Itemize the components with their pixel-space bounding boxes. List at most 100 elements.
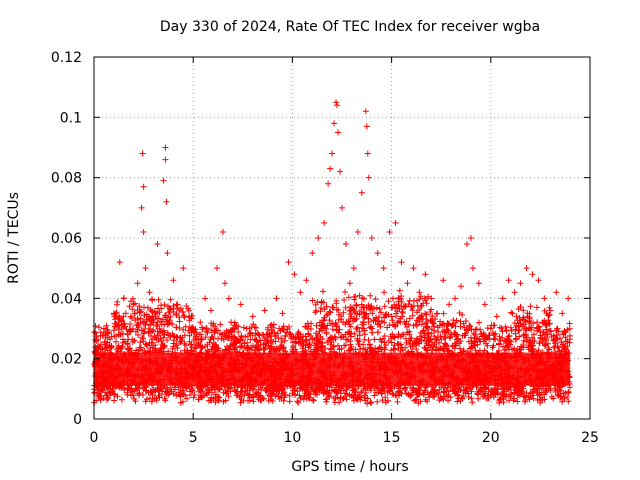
data-point: [243, 325, 250, 332]
data-point: [116, 259, 123, 266]
data-point: [339, 204, 345, 211]
data-point: [365, 174, 372, 181]
data-point: [404, 280, 411, 287]
data-point: [523, 265, 530, 272]
data-point: [315, 235, 322, 241]
data-point: [225, 295, 232, 302]
data-point: [190, 325, 197, 332]
data-point: [434, 310, 441, 317]
data-point: [440, 277, 447, 284]
data-point: [196, 331, 203, 338]
grid-lines: [94, 57, 590, 419]
data-point: [333, 99, 340, 106]
data-point: [162, 144, 169, 151]
data-point: [202, 295, 209, 302]
data-point: [124, 331, 131, 338]
data-point: [261, 307, 268, 314]
data-point: [329, 150, 336, 157]
data-point: [337, 168, 344, 175]
data-point: [130, 301, 137, 308]
x-tick-label: 5: [189, 430, 198, 446]
data-point: [410, 265, 417, 272]
data-point: [392, 219, 399, 226]
data-point: [535, 277, 542, 284]
data-point: [463, 241, 470, 248]
y-tick-label: 0.1: [60, 110, 82, 126]
x-axis-label: GPS time / hours: [291, 459, 408, 475]
data-point: [363, 123, 370, 130]
data-point: [458, 283, 465, 290]
data-point: [331, 120, 338, 127]
data-point: [517, 280, 524, 287]
data-point: [541, 295, 548, 302]
data-point: [303, 277, 310, 284]
data-point: [325, 180, 332, 187]
data-point: [398, 259, 405, 266]
data-point: [321, 219, 328, 226]
data-point: [297, 289, 304, 296]
data-point: [170, 277, 177, 284]
data-point: [160, 177, 167, 184]
data-point: [267, 322, 274, 329]
data-point: [221, 280, 228, 287]
y-tick-labels: 0 0.02 0.04 0.06 0.08 0.1 0.12: [51, 50, 82, 428]
y-axis-label: ROTI / TECUs: [6, 192, 22, 284]
scatter-cloud: [91, 287, 573, 407]
data-point: [219, 228, 226, 235]
data-point: [110, 310, 117, 317]
data-point: [285, 259, 292, 266]
data-point: [467, 235, 474, 241]
data-points: [91, 99, 573, 407]
x-tick-label: 15: [383, 430, 401, 446]
data-point: [481, 301, 488, 308]
data-point: [100, 325, 107, 332]
x-tick-label: 0: [90, 430, 99, 446]
data-point: [180, 265, 187, 272]
data-point: [139, 150, 146, 157]
data-point: [134, 280, 141, 287]
x-tick-label: 20: [482, 430, 500, 446]
data-point: [163, 198, 170, 205]
data-point: [505, 277, 512, 284]
data-point: [142, 265, 149, 272]
data-point: [120, 295, 127, 302]
data-point: [186, 313, 193, 320]
data-point: [428, 295, 435, 302]
data-point: [140, 183, 147, 190]
data-point: [469, 265, 476, 272]
data-point: [511, 289, 518, 296]
data-point: [547, 307, 554, 314]
y-tick-label: 0.06: [51, 231, 82, 247]
data-point: [154, 241, 161, 248]
data-point: [487, 325, 494, 332]
y-tick-label: 0.08: [51, 171, 82, 187]
data-point: [342, 241, 349, 248]
data-point: [162, 156, 169, 163]
data-point: [380, 265, 387, 272]
data-point: [446, 301, 453, 308]
data-point: [475, 280, 482, 287]
data-point: [422, 271, 429, 278]
data-point: [416, 289, 423, 296]
data-point: [279, 310, 286, 317]
y-tick-label: 0.12: [51, 50, 82, 66]
data-point: [138, 204, 145, 211]
data-point: [249, 313, 256, 320]
data-point: [559, 310, 566, 317]
data-point: [291, 271, 298, 278]
data-point: [364, 150, 371, 157]
data-point: [565, 295, 572, 302]
x-tick-label: 10: [283, 430, 301, 446]
data-point: [354, 228, 361, 235]
data-point: [335, 129, 342, 136]
data-point: [368, 235, 375, 241]
data-point: [273, 295, 280, 302]
data-point: [146, 289, 153, 296]
data-point: [214, 265, 221, 272]
data-point: [150, 319, 157, 326]
data-point: [96, 343, 103, 350]
scatter-core: [94, 352, 571, 386]
data-point: [174, 301, 181, 308]
data-point: [208, 307, 215, 314]
